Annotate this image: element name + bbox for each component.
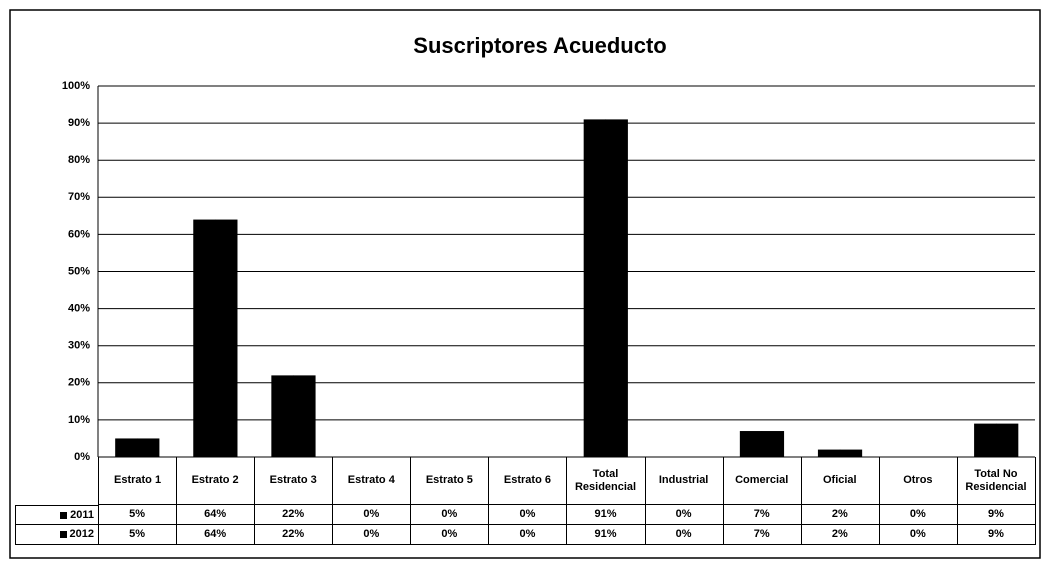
legend-label: 2012 xyxy=(69,528,94,540)
category-label: Total No Residencial xyxy=(956,457,1036,505)
data-label: 22% xyxy=(254,525,334,545)
data-label: 7% xyxy=(722,505,802,525)
data-label: 22% xyxy=(254,505,334,525)
y-tick-label: 100% xyxy=(62,80,90,92)
y-tick-label: 60% xyxy=(68,228,90,240)
data-label: 0% xyxy=(878,525,958,545)
data-label: 0% xyxy=(332,505,412,525)
y-tick-label: 80% xyxy=(68,154,90,166)
chart-border xyxy=(9,9,1041,559)
data-label: 9% xyxy=(956,505,1036,525)
y-tick-label: 70% xyxy=(68,191,90,203)
bar xyxy=(115,438,138,457)
bar xyxy=(605,119,628,457)
legend-key xyxy=(59,531,67,538)
y-tick-label: 0% xyxy=(74,451,90,463)
data-label: 0% xyxy=(488,505,568,525)
data-label: 0% xyxy=(644,525,724,545)
data-label: 0% xyxy=(332,525,412,545)
legend-entry: 2011 xyxy=(15,505,99,525)
data-label: 2% xyxy=(800,505,880,525)
data-label: 5% xyxy=(98,505,178,525)
bar xyxy=(215,219,238,457)
bar xyxy=(293,375,316,457)
bar xyxy=(137,438,160,457)
data-label: 64% xyxy=(176,505,256,525)
data-label: 0% xyxy=(644,505,724,525)
bar xyxy=(193,219,216,457)
category-label: Estrato 2 xyxy=(176,457,256,505)
data-label: 0% xyxy=(410,505,490,525)
y-tick-label: 30% xyxy=(68,340,90,352)
category-label: Estrato 3 xyxy=(254,457,334,505)
data-label: 2% xyxy=(800,525,880,545)
category-label: Otros xyxy=(878,457,958,505)
category-label: Industrial xyxy=(644,457,724,505)
category-label: Estrato 4 xyxy=(332,457,412,505)
data-label: 0% xyxy=(878,505,958,525)
bar xyxy=(995,423,1019,457)
data-label: 9% xyxy=(956,525,1036,545)
chart-title: Suscriptores Acueducto xyxy=(413,33,666,58)
data-label: 5% xyxy=(98,525,178,545)
data-label: 7% xyxy=(722,525,802,545)
category-label: Comercial xyxy=(722,457,802,505)
y-tick-label: 20% xyxy=(68,377,90,389)
category-label: Oficial xyxy=(800,457,880,505)
legend-label: 2011 xyxy=(70,508,94,521)
category-label: Estrato 5 xyxy=(410,457,490,505)
bar xyxy=(739,431,763,457)
category-label: Estrato 1 xyxy=(98,457,178,505)
category-label: Estrato 6 xyxy=(488,457,568,505)
category-label: Total Residencial xyxy=(566,457,646,505)
bar xyxy=(839,449,863,457)
data-label: 64% xyxy=(176,525,256,545)
data-label: 0% xyxy=(488,525,568,545)
legend-key xyxy=(60,511,68,519)
legend-entry: 2012 xyxy=(15,525,99,545)
bar xyxy=(817,449,841,457)
data-label: 0% xyxy=(410,525,490,545)
bar xyxy=(583,119,607,457)
y-tick-label: 50% xyxy=(68,265,90,277)
y-tick-label: 90% xyxy=(68,117,90,129)
data-label: 91% xyxy=(566,525,646,545)
bar xyxy=(974,423,997,457)
data-label: 91% xyxy=(566,505,646,525)
bar xyxy=(271,375,294,457)
bar xyxy=(761,431,785,457)
y-tick-label: 40% xyxy=(68,303,90,315)
y-tick-label: 10% xyxy=(68,414,90,426)
